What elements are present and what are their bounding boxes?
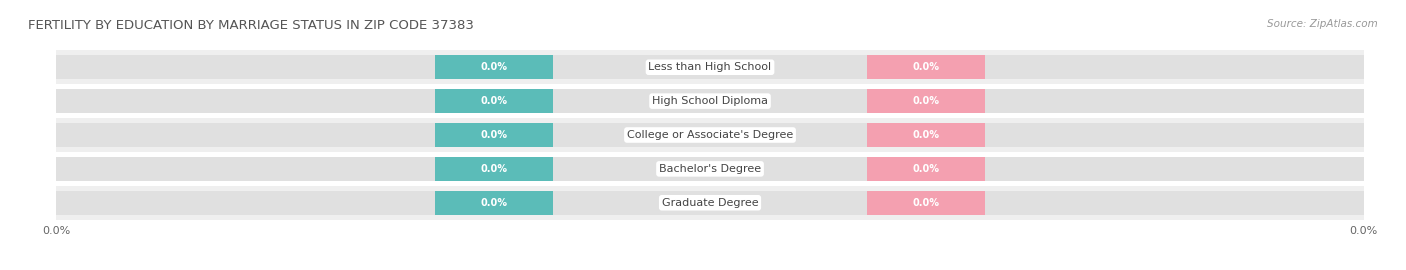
Bar bbox=[868, 123, 984, 147]
Bar bbox=[710, 123, 1364, 147]
Bar bbox=[710, 191, 1364, 215]
Bar bbox=[56, 123, 710, 147]
Text: 0.0%: 0.0% bbox=[481, 198, 508, 208]
Bar bbox=[436, 89, 553, 113]
Text: 0.0%: 0.0% bbox=[481, 62, 508, 72]
Text: College or Associate's Degree: College or Associate's Degree bbox=[627, 130, 793, 140]
Bar bbox=[56, 84, 1364, 118]
Bar bbox=[56, 50, 1364, 84]
Text: 0.0%: 0.0% bbox=[912, 96, 939, 106]
Text: Less than High School: Less than High School bbox=[648, 62, 772, 72]
Bar bbox=[436, 191, 553, 215]
Bar bbox=[56, 152, 1364, 186]
Bar bbox=[710, 157, 1364, 181]
Bar bbox=[868, 157, 984, 181]
Text: Source: ZipAtlas.com: Source: ZipAtlas.com bbox=[1267, 19, 1378, 29]
Text: Graduate Degree: Graduate Degree bbox=[662, 198, 758, 208]
Text: 0.0%: 0.0% bbox=[912, 62, 939, 72]
Bar bbox=[56, 191, 710, 215]
Bar bbox=[56, 118, 1364, 152]
Bar bbox=[868, 191, 984, 215]
Text: FERTILITY BY EDUCATION BY MARRIAGE STATUS IN ZIP CODE 37383: FERTILITY BY EDUCATION BY MARRIAGE STATU… bbox=[28, 19, 474, 32]
Text: 0.0%: 0.0% bbox=[912, 130, 939, 140]
Text: High School Diploma: High School Diploma bbox=[652, 96, 768, 106]
Text: 0.0%: 0.0% bbox=[481, 164, 508, 174]
Text: 0.0%: 0.0% bbox=[912, 164, 939, 174]
Bar bbox=[436, 55, 553, 79]
Text: 0.0%: 0.0% bbox=[481, 130, 508, 140]
Text: 0.0%: 0.0% bbox=[912, 198, 939, 208]
Bar bbox=[868, 55, 984, 79]
Bar bbox=[436, 157, 553, 181]
Bar bbox=[710, 55, 1364, 79]
Text: 0.0%: 0.0% bbox=[481, 96, 508, 106]
Bar bbox=[868, 89, 984, 113]
Bar bbox=[56, 89, 710, 113]
Bar bbox=[710, 89, 1364, 113]
Bar bbox=[56, 186, 1364, 220]
Bar bbox=[56, 157, 710, 181]
Bar bbox=[436, 123, 553, 147]
Bar bbox=[56, 55, 710, 79]
Text: Bachelor's Degree: Bachelor's Degree bbox=[659, 164, 761, 174]
